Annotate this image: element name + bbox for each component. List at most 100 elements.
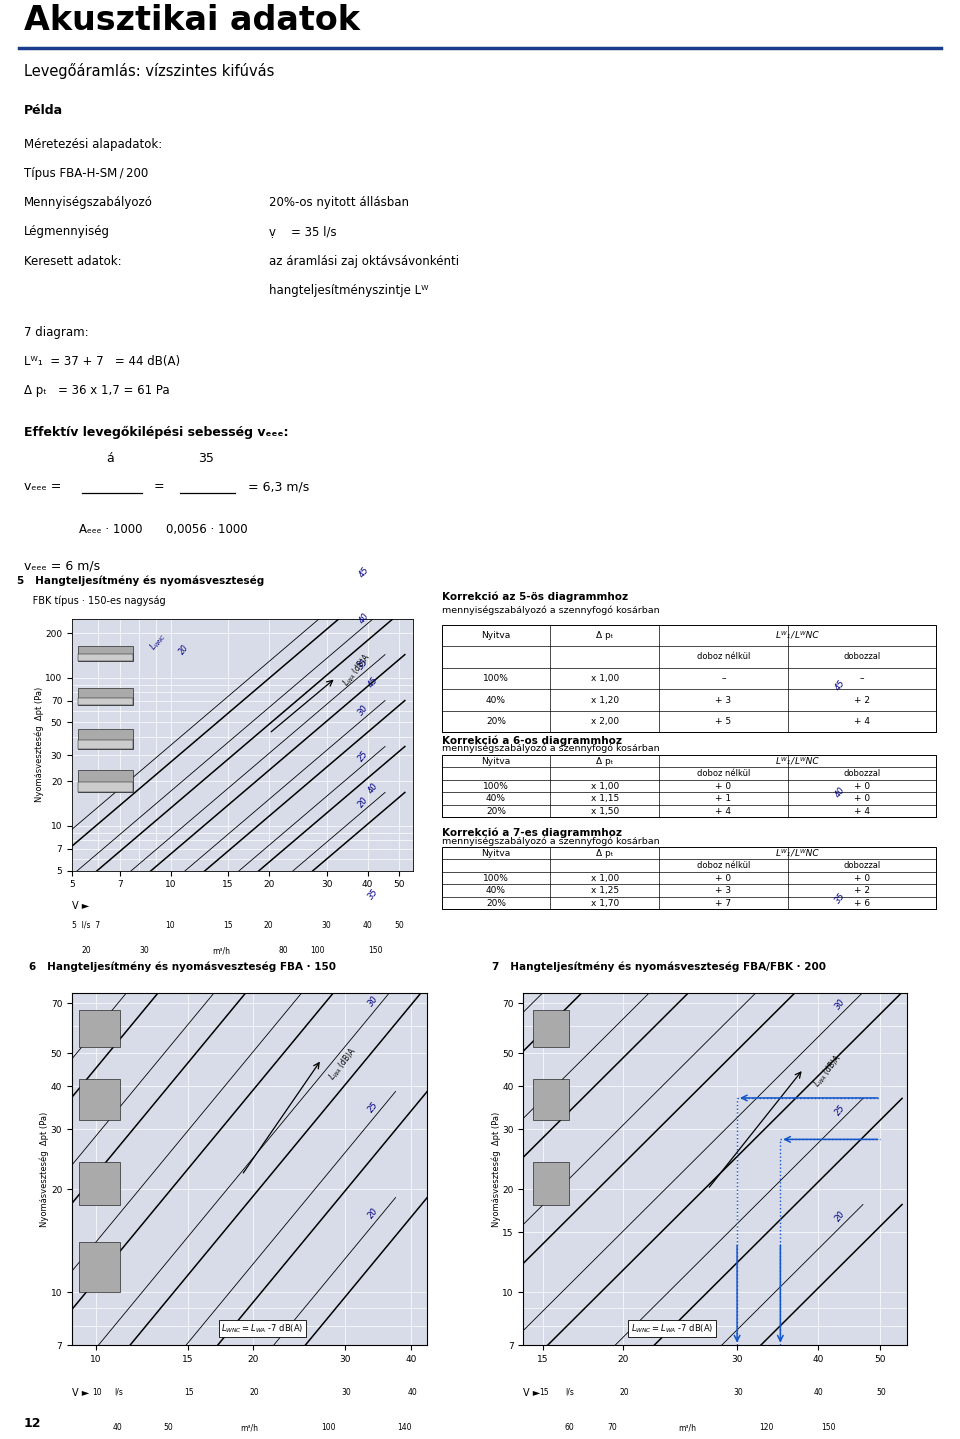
Text: 30: 30 bbox=[833, 997, 847, 1012]
Text: 150: 150 bbox=[822, 1423, 836, 1432]
Text: 100%: 100% bbox=[483, 873, 509, 882]
Text: Aₑₑₑ · 1000: Aₑₑₑ · 1000 bbox=[79, 524, 142, 537]
Text: V ►: V ► bbox=[72, 901, 89, 911]
Text: á: á bbox=[107, 452, 114, 465]
Text: $L_{WA}$ (dB)A: $L_{WA}$ (dB)A bbox=[340, 650, 374, 689]
Text: 150: 150 bbox=[369, 947, 383, 955]
Bar bbox=[533, 1010, 569, 1048]
Text: 25: 25 bbox=[367, 1099, 380, 1114]
Text: 25: 25 bbox=[833, 1104, 847, 1117]
Text: 100: 100 bbox=[321, 1423, 335, 1432]
Text: 5  l/s  7: 5 l/s 7 bbox=[72, 921, 100, 930]
Text: mennyiségszabályozó a szennyfogó kosárban: mennyiségszabályozó a szennyfogó kosárba… bbox=[442, 606, 660, 616]
Text: 45: 45 bbox=[833, 679, 847, 692]
Text: 100%: 100% bbox=[483, 673, 509, 684]
Text: 45: 45 bbox=[367, 675, 380, 689]
Text: mennyiségszabályozó a szennyfogó kosárban: mennyiségszabályozó a szennyfogó kosárba… bbox=[442, 744, 660, 754]
Text: V ►: V ► bbox=[523, 1387, 540, 1397]
Text: 5   Hangteljesítmény és nyomásveszteség: 5 Hangteljesítmény és nyomásveszteség bbox=[17, 576, 265, 586]
Text: 35: 35 bbox=[357, 658, 371, 671]
Text: dobozzal: dobozzal bbox=[843, 861, 880, 871]
Text: doboz nélkül: doboz nélkül bbox=[697, 768, 750, 778]
Bar bbox=[78, 646, 133, 661]
Text: az áramlási zaj oktávsávonkénti: az áramlási zaj oktávsávonkénti bbox=[269, 255, 459, 268]
Text: 50: 50 bbox=[163, 1423, 173, 1432]
Text: 30: 30 bbox=[322, 921, 331, 930]
Text: m³/h: m³/h bbox=[240, 1423, 258, 1432]
Text: 70: 70 bbox=[608, 1423, 617, 1432]
Text: 30: 30 bbox=[342, 1387, 351, 1397]
Text: 10: 10 bbox=[165, 921, 175, 930]
Text: + 7: + 7 bbox=[715, 899, 732, 908]
Text: Korrekció a 7-es diagrammhoz: Korrekció a 7-es diagrammhoz bbox=[442, 827, 622, 837]
Text: vₑₑₑ = 6 m/s: vₑₑₑ = 6 m/s bbox=[24, 560, 100, 573]
Text: $L_{WNC}$: $L_{WNC}$ bbox=[148, 630, 169, 653]
Text: + 4: + 4 bbox=[853, 717, 870, 727]
Text: dobozzal: dobozzal bbox=[843, 652, 880, 662]
Text: 7   Hangteljesítmény és nyomásveszteség FBA/FBK · 200: 7 Hangteljesítmény és nyomásveszteség FB… bbox=[492, 961, 827, 971]
Y-axis label: Nyomásveszteség  Δpt (Pa): Nyomásveszteség Δpt (Pa) bbox=[35, 686, 43, 803]
Bar bbox=[78, 770, 133, 791]
Text: l/s: l/s bbox=[114, 1387, 124, 1397]
Text: + 2: + 2 bbox=[853, 886, 870, 895]
Text: 100%: 100% bbox=[483, 781, 509, 790]
Text: x 1,25: x 1,25 bbox=[590, 886, 619, 895]
Text: 20: 20 bbox=[619, 1387, 629, 1397]
Text: l/s: l/s bbox=[565, 1387, 574, 1397]
Text: x 1,50: x 1,50 bbox=[590, 807, 619, 816]
Text: 6   Hangteljesítmény és nyomásveszteség FBA · 150: 6 Hangteljesítmény és nyomásveszteség FB… bbox=[30, 961, 336, 971]
Text: 15: 15 bbox=[539, 1387, 548, 1397]
Text: ṿ    = 35 l/s: ṿ = 35 l/s bbox=[269, 226, 336, 239]
Text: 50: 50 bbox=[876, 1387, 886, 1397]
Text: x 1,15: x 1,15 bbox=[590, 794, 619, 803]
Text: Akusztikai adatok: Akusztikai adatok bbox=[24, 4, 360, 37]
Text: 40: 40 bbox=[407, 1387, 417, 1397]
Y-axis label: Nyomásveszteség  Δpt (Pa): Nyomásveszteség Δpt (Pa) bbox=[492, 1111, 500, 1227]
Text: $L_{WNC} = L_{WA}$ -7 dB(A): $L_{WNC} = L_{WA}$ -7 dB(A) bbox=[221, 1322, 303, 1335]
Bar bbox=[442, 754, 936, 817]
Text: 120: 120 bbox=[759, 1423, 774, 1432]
Text: Nyitva: Nyitva bbox=[481, 849, 511, 858]
Text: 40: 40 bbox=[363, 921, 372, 930]
Text: + 3: + 3 bbox=[715, 695, 732, 705]
Text: = 6,3 m/s: = 6,3 m/s bbox=[248, 481, 309, 494]
Text: Légmennyiség: Légmennyiség bbox=[24, 226, 110, 239]
Text: Δ pₜ   = 36 x 1,7 = 61 Pa: Δ pₜ = 36 x 1,7 = 61 Pa bbox=[24, 384, 170, 397]
Text: 80: 80 bbox=[279, 947, 289, 955]
Text: 40%: 40% bbox=[486, 695, 506, 705]
Bar bbox=[78, 741, 133, 750]
Text: Típus FBA‑H‑SM / 200: Típus FBA‑H‑SM / 200 bbox=[24, 167, 148, 180]
Text: 40: 40 bbox=[367, 781, 380, 796]
Text: Korrekció a 6-os diagrammhoz: Korrekció a 6-os diagrammhoz bbox=[442, 735, 622, 745]
Text: 20%: 20% bbox=[486, 807, 506, 816]
Text: Lᵂ₁ / LᵂNC: Lᵂ₁ / LᵂNC bbox=[777, 757, 819, 766]
Text: 20: 20 bbox=[250, 1387, 259, 1397]
Bar bbox=[533, 1079, 569, 1120]
Text: 20: 20 bbox=[178, 643, 190, 656]
Text: Effektív levegőkilépési sebesség vₑₑₑ:: Effektív levegőkilépési sebesség vₑₑₑ: bbox=[24, 426, 289, 439]
Text: Δ pₜ: Δ pₜ bbox=[596, 849, 613, 858]
Text: 0,0056 · 1000: 0,0056 · 1000 bbox=[165, 524, 248, 537]
Text: hangteljesítményszintje Lᵂ: hangteljesítményszintje Lᵂ bbox=[269, 283, 428, 296]
Text: Méretezési alapadatok:: Méretezési alapadatok: bbox=[24, 138, 162, 151]
Text: 10: 10 bbox=[92, 1387, 102, 1397]
Text: mennyiségszabályozó a szennyfogó kosárban: mennyiségszabályozó a szennyfogó kosárba… bbox=[442, 836, 660, 846]
Text: + 4: + 4 bbox=[853, 807, 870, 816]
Text: 45: 45 bbox=[357, 566, 371, 578]
Text: 35: 35 bbox=[367, 888, 380, 902]
Text: 140: 140 bbox=[397, 1423, 412, 1432]
Bar bbox=[78, 655, 133, 661]
Text: 20%: 20% bbox=[486, 899, 506, 908]
Text: 40%: 40% bbox=[486, 886, 506, 895]
Text: Δ pₜ: Δ pₜ bbox=[596, 630, 613, 640]
Text: + 1: + 1 bbox=[715, 794, 732, 803]
Text: + 0: + 0 bbox=[715, 873, 732, 882]
Text: 30: 30 bbox=[357, 704, 371, 717]
Bar bbox=[78, 730, 133, 750]
Text: doboz nélkül: doboz nélkül bbox=[697, 652, 750, 662]
Text: 35: 35 bbox=[199, 452, 214, 465]
Text: 30: 30 bbox=[367, 994, 380, 1007]
Text: –: – bbox=[859, 673, 864, 684]
Text: + 0: + 0 bbox=[853, 873, 870, 882]
Text: Mennyiségszabályozó: Mennyiségszabályozó bbox=[24, 196, 153, 209]
